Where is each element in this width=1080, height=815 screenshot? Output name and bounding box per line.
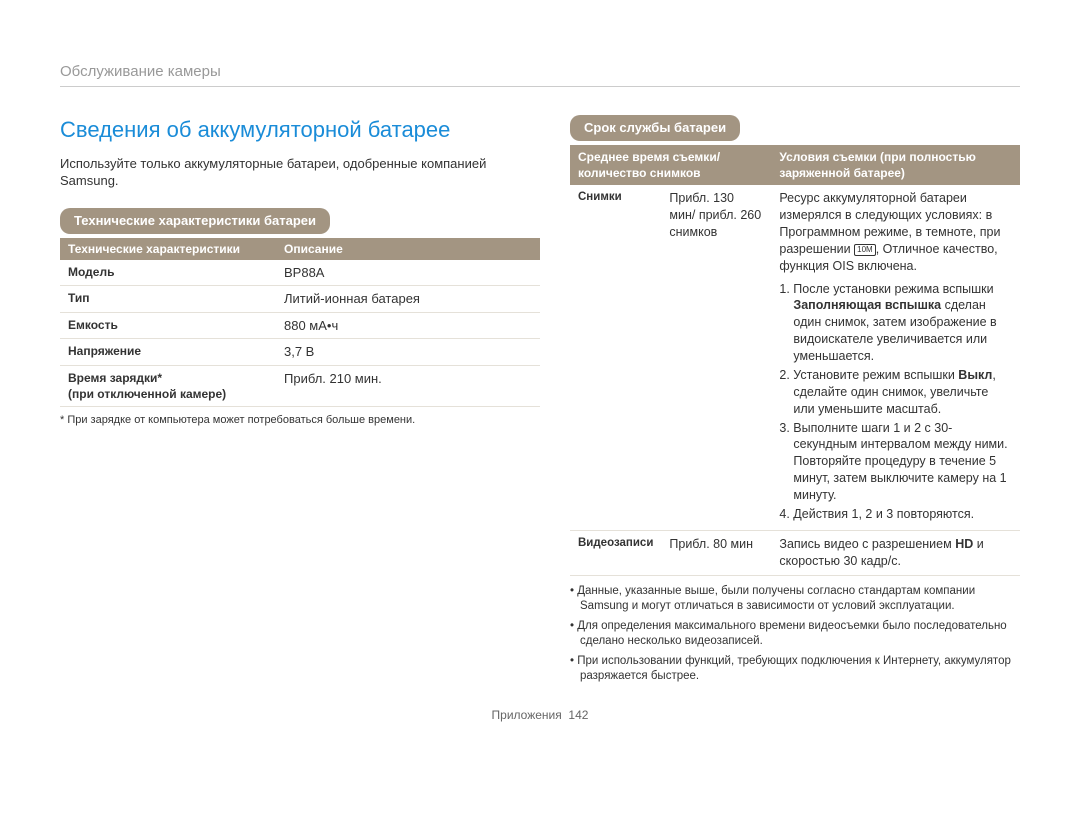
video-cond-prefix: Запись видео с разрешением [779, 537, 955, 551]
spec-label: Емкость [60, 312, 276, 339]
table-row: Видеозаписи Прибл. 80 мин Запись видео с… [570, 530, 1020, 575]
spec-head-right: Описание [276, 238, 540, 260]
spec-value: 3,7 В [276, 339, 540, 366]
intro-text: Используйте только аккумуляторные батаре… [60, 155, 540, 190]
spec-head-left: Технические характеристики [60, 238, 276, 260]
video-cond-bold: HD [955, 537, 973, 551]
life-head-left: Среднее время съемки/ количество снимков [570, 145, 771, 185]
spec-value: 880 мА•ч [276, 312, 540, 339]
cond1-prefix: 1. После установки режима вспышки [779, 282, 993, 296]
spec-value: BP88A [276, 260, 540, 286]
cond1-bold: Заполняющая вспышка [793, 298, 941, 312]
note-item: Для определения максимального времени ви… [570, 619, 1020, 650]
header-text: Обслуживание камеры [60, 63, 221, 80]
table-row: Напряжение 3,7 В [60, 339, 540, 366]
condition-item: 4. Действия 1, 2 и 3 повторяются. [779, 506, 1012, 523]
battery-life-pill: Срок службы батареи [570, 115, 740, 141]
resolution-badge-icon: 10M [854, 244, 876, 256]
photos-category: Снимки [570, 185, 661, 530]
condition-item: 3. Выполните шаги 1 и 2 с 30-секундным и… [779, 420, 1012, 504]
footnote: * При зарядке от компьютера может потреб… [60, 413, 540, 428]
footer-label: Приложения [492, 708, 562, 722]
video-value: Прибл. 80 мин [661, 530, 771, 575]
cond2-prefix: 2. Установите режим вспышки [779, 368, 958, 382]
condition-item: 1. После установки режима вспышки Заполн… [779, 281, 1012, 365]
spec-label: Модель [60, 260, 276, 286]
table-row: Модель BP88A [60, 260, 540, 286]
table-row: Время зарядки* (при отключенной камере) … [60, 365, 540, 406]
table-row: Емкость 880 мА•ч [60, 312, 540, 339]
notes-list: Данные, указанные выше, были получены со… [570, 584, 1020, 685]
video-conditions: Запись видео с разрешением HD и скорость… [771, 530, 1020, 575]
spec-value: Прибл. 210 мин. [276, 365, 540, 406]
condition-item: 2. Установите режим вспышки Выкл, сделай… [779, 367, 1012, 418]
section-title: Сведения об аккумуляторной батарее [60, 115, 540, 145]
table-row: Тип Литий-ионная батарея [60, 286, 540, 313]
specs-table: Технические характеристики Описание Моде… [60, 238, 540, 408]
spec-value: Литий-ионная батарея [276, 286, 540, 313]
video-category: Видеозаписи [570, 530, 661, 575]
life-head-right: Условия съемки (при полностью заряженной… [771, 145, 1020, 185]
footer-page-number: 142 [568, 708, 588, 722]
page-header: Обслуживание камеры [60, 62, 1020, 87]
note-item: При использовании функций, требующих под… [570, 654, 1020, 685]
specs-heading-pill: Технические характеристики батареи [60, 208, 330, 234]
note-item: Данные, указанные выше, были получены со… [570, 584, 1020, 615]
cond2-bold: Выкл [958, 368, 992, 382]
spec-label: Время зарядки* (при отключенной камере) [60, 365, 276, 406]
page-footer: Приложения 142 [60, 707, 1020, 723]
battery-life-table: Среднее время съемки/ количество снимков… [570, 145, 1020, 576]
spec-label: Напряжение [60, 339, 276, 366]
photos-conditions: Ресурс аккумуляторной батареи измерялся … [771, 185, 1020, 530]
photos-value: Прибл. 130 мин/ прибл. 260 снимков [661, 185, 771, 530]
table-row: Снимки Прибл. 130 мин/ прибл. 260 снимко… [570, 185, 1020, 530]
spec-label: Тип [60, 286, 276, 313]
conditions-lead: Ресурс аккумуляторной батареи измерялся … [779, 190, 1012, 274]
